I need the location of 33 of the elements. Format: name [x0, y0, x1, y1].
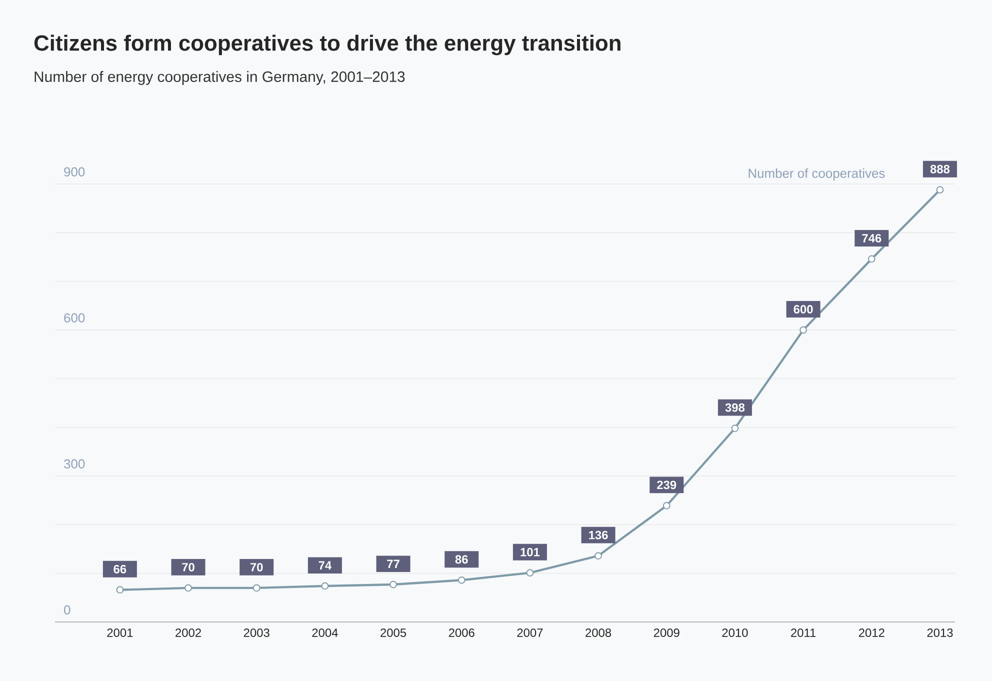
x-tick-label: 2002 — [176, 628, 201, 637]
y-tick-label: 300 — [64, 459, 85, 468]
x-tick-label: 2007 — [517, 628, 543, 637]
x-tick-label: 2005 — [380, 628, 406, 637]
data-label: 101 — [520, 548, 540, 556]
y-tick-label: 0 — [64, 605, 70, 614]
x-tick-label: 2008 — [586, 628, 612, 637]
y-tick-label: 900 — [64, 167, 85, 176]
data-label: 86 — [455, 555, 468, 564]
data-label: 136 — [589, 530, 608, 540]
text: Number of cooperatives — [748, 168, 885, 180]
x-tick-label: 2012 — [858, 628, 884, 637]
data-label: 70 — [182, 562, 194, 572]
data-label: 888 — [930, 164, 950, 174]
x-tick-label: 2006 — [448, 628, 474, 637]
data-label: 66 — [114, 564, 126, 574]
x-tick-label: 2001 — [107, 628, 133, 637]
data-label: 77 — [387, 560, 400, 568]
x-tick-label: 2009 — [654, 628, 680, 637]
data-label: 398 — [725, 403, 745, 412]
data-label: 746 — [862, 234, 882, 242]
data-label: 600 — [794, 305, 813, 314]
data-label: 70 — [250, 562, 263, 572]
y-tick-label: 600 — [64, 313, 85, 322]
data-label: 239 — [657, 480, 676, 490]
x-tick-label: 2011 — [791, 628, 816, 637]
data-label: 74 — [318, 561, 332, 570]
x-tick-label: 2004 — [312, 628, 338, 637]
x-tick-label: 2003 — [244, 628, 270, 637]
chart-title: Citizens form cooperatives to drive the energy transition — [34, 34, 620, 56]
chart-subtitle: Number of energy cooperatives in Germany, 2001–2013 — [34, 71, 405, 85]
x-tick-label: 2010 — [722, 628, 748, 637]
x-tick-label: 2013 — [927, 628, 953, 637]
